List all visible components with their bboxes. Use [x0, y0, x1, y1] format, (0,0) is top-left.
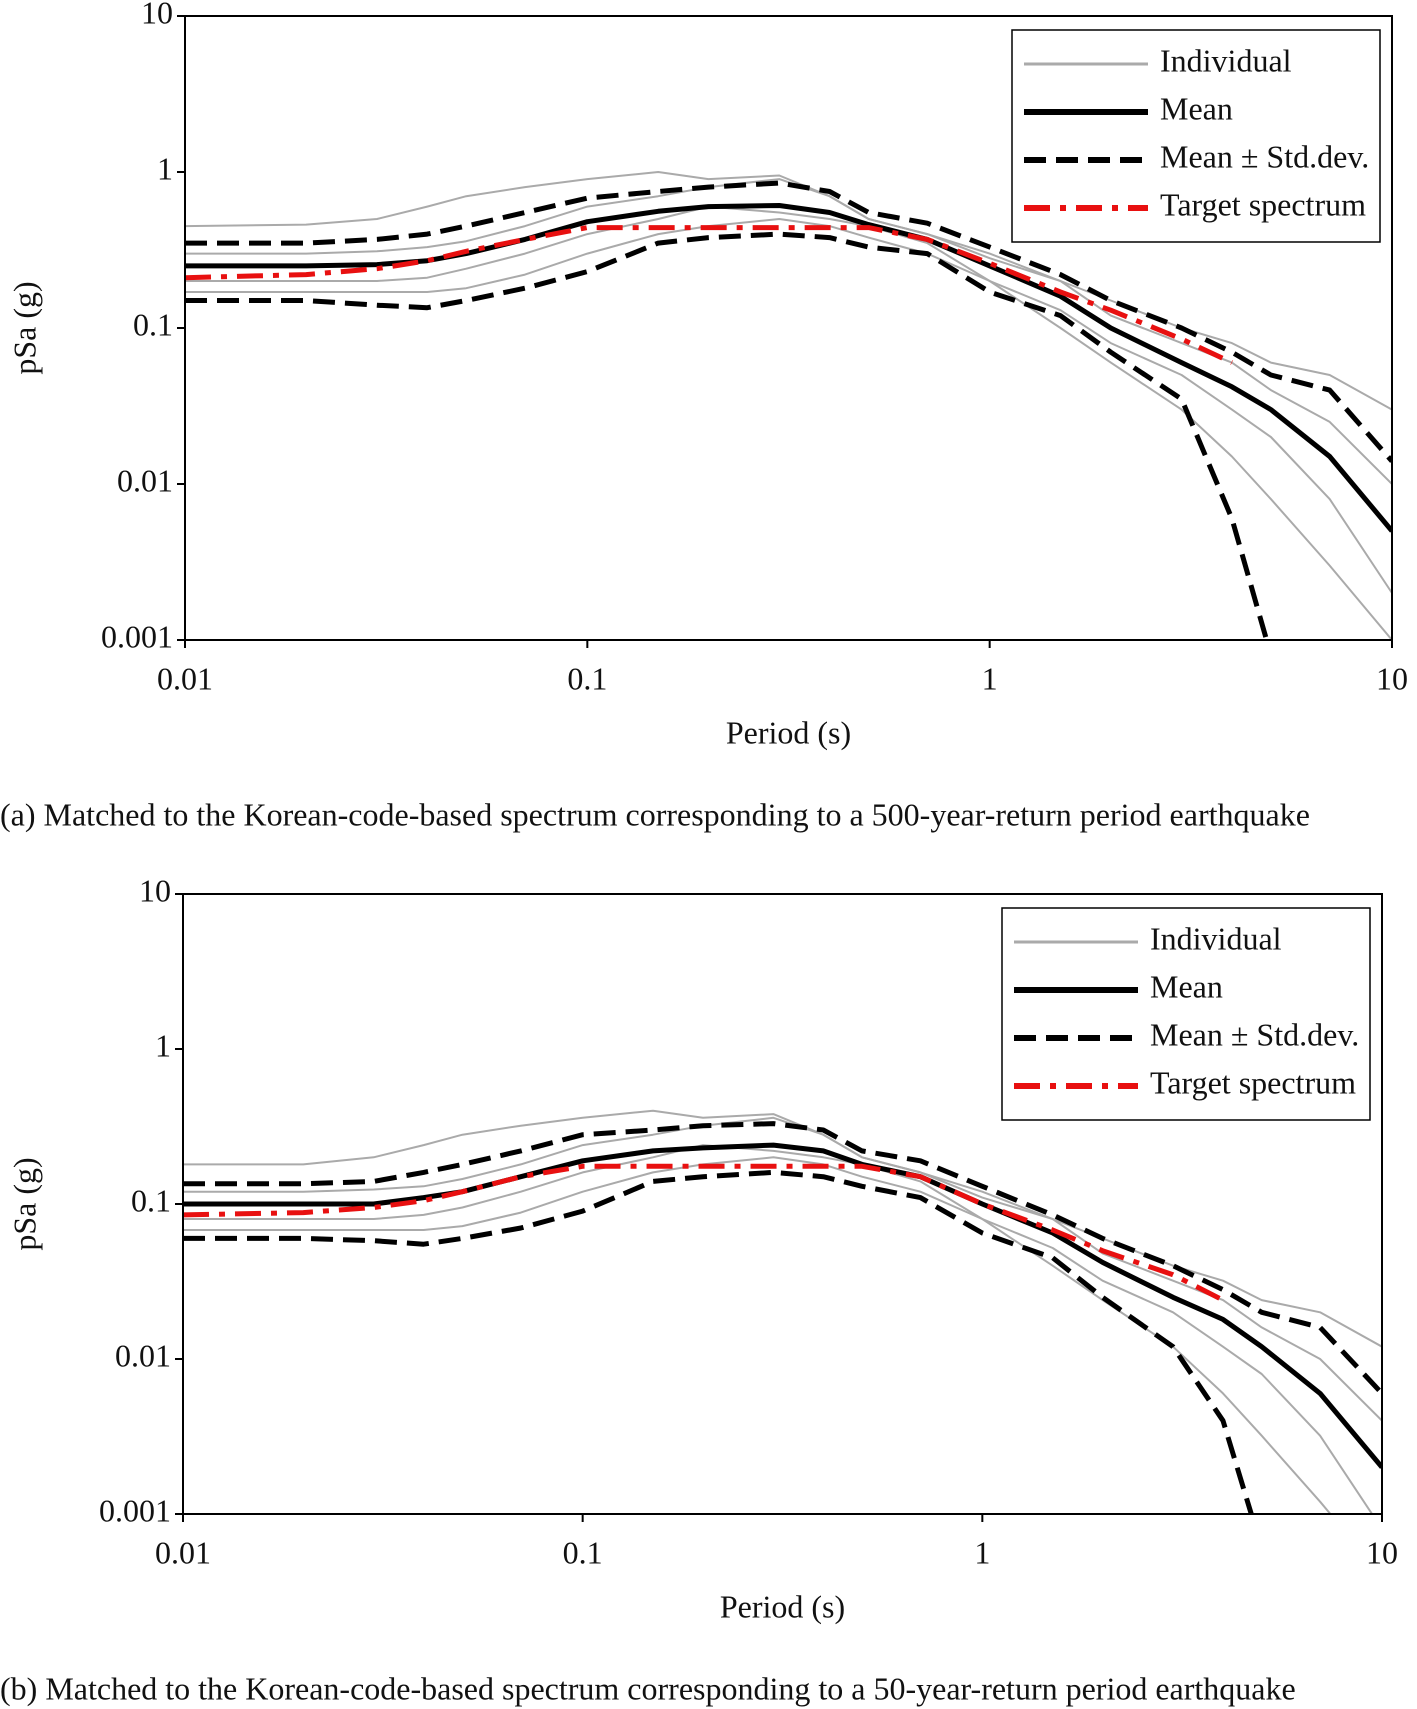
legend-label: Mean — [1160, 90, 1233, 126]
series-line — [183, 1121, 1382, 1396]
series-line — [183, 1169, 1254, 1514]
y-axis-label: pSa (g) — [6, 281, 42, 374]
caption: (a) Matched to the Korean-code-based spe… — [0, 796, 1310, 832]
x-axis-label: Period (s) — [720, 1588, 845, 1624]
y-tick-label: 0.001 — [99, 1492, 171, 1528]
x-tick-label: 1 — [982, 660, 998, 696]
series-line — [185, 180, 1392, 463]
y-tick-label: 0.1 — [133, 306, 173, 342]
series-line — [185, 205, 1392, 640]
y-tick-label: 10 — [139, 872, 171, 908]
x-tick-label: 0.01 — [155, 1534, 211, 1570]
legend-label: Individual — [1160, 42, 1292, 78]
series-line — [183, 1156, 1374, 1514]
legend-box — [1001, 907, 1371, 1121]
x-tick-label: 0.01 — [157, 660, 213, 696]
y-tick-label: 0.01 — [117, 462, 173, 498]
y-tick-label: 0.1 — [131, 1182, 171, 1218]
caption: (b) Matched to the Korean-code-based spe… — [0, 1670, 1296, 1706]
y-tick-label: 1 — [157, 150, 173, 186]
chart: 0.01 0.1 1 10 0.001 0.01 0.1 1 10 Period (s) pSa (… — [0, 0, 1408, 832]
series-group — [185, 171, 1392, 640]
legend-label: Individual — [1150, 920, 1282, 956]
series-group — [183, 1109, 1382, 1514]
legend-label: Mean ± Std.dev. — [1150, 1016, 1359, 1052]
legend-label: Target spectrum — [1160, 186, 1366, 222]
x-tick-label: 10 — [1376, 660, 1408, 696]
y-axis-label: pSa (g) — [6, 1157, 42, 1250]
chart: 0.01 0.1 1 10 0.001 0.01 0.1 1 10 Period (s) pSa (… — [0, 872, 1398, 1706]
x-axis-label: Period (s) — [726, 714, 851, 750]
series-line — [183, 1163, 1225, 1303]
y-tick-label: 0.001 — [101, 618, 173, 654]
series-line — [183, 1144, 1332, 1514]
y-tick-label: 0.01 — [115, 1337, 171, 1373]
series-line — [183, 1142, 1382, 1469]
x-tick-label: 1 — [974, 1534, 990, 1570]
legend-label: Mean ± Std.dev. — [1160, 138, 1369, 174]
x-tick-label: 0.1 — [563, 1534, 603, 1570]
legend-label: Target spectrum — [1150, 1064, 1356, 1100]
series-line — [185, 225, 1233, 365]
y-tick-label: 1 — [155, 1027, 171, 1063]
x-tick-label: 10 — [1366, 1534, 1398, 1570]
x-tick-label: 0.1 — [567, 660, 607, 696]
legend-label: Mean — [1150, 968, 1223, 1004]
y-tick-label: 10 — [141, 0, 173, 30]
series-line — [185, 203, 1392, 533]
series-line — [185, 231, 1270, 640]
series-line — [185, 218, 1392, 594]
